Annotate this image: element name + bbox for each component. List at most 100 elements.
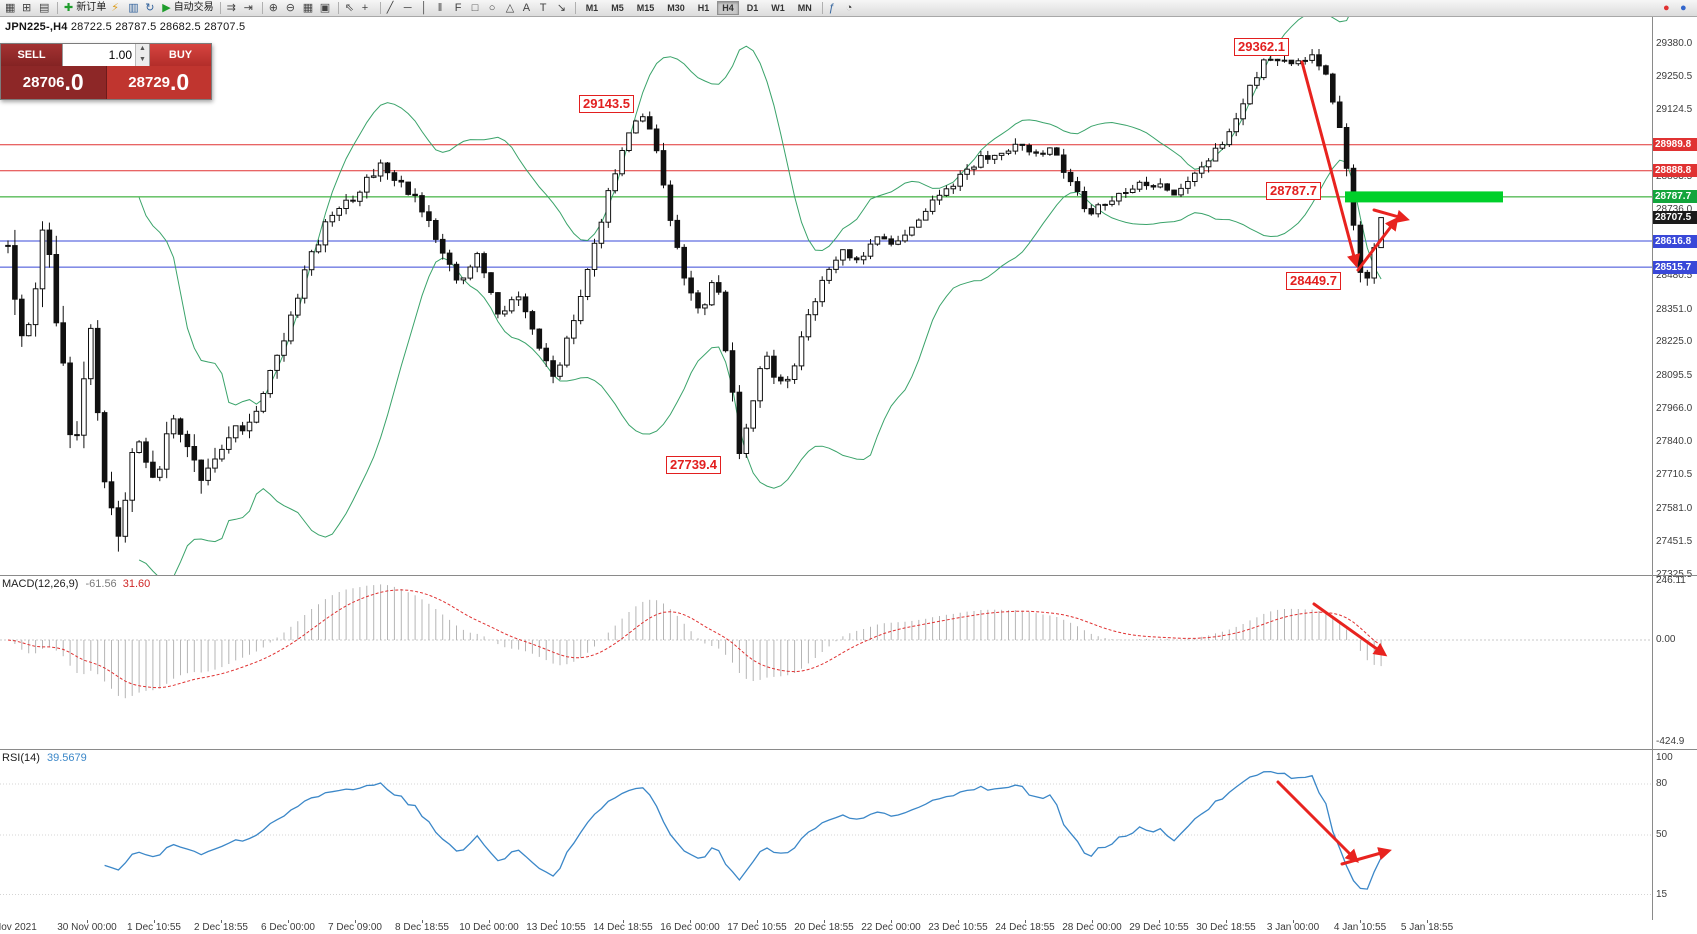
price-flag[interactable]: 27739.4 (666, 456, 721, 474)
price-tag-blue: 28616.8 (1653, 234, 1697, 248)
indicators-button[interactable]: ƒ (827, 1, 843, 16)
text-label-icon: T (539, 2, 547, 14)
tile-windows-button[interactable]: ▦ (301, 1, 317, 16)
time-scale-label: 6 Dec 00:00 (261, 922, 315, 933)
horizontal-line-button[interactable]: ─ (402, 1, 418, 16)
trend-arrow[interactable] (1300, 60, 1361, 268)
blue-circle-icon: ● (1680, 2, 1687, 14)
time-scale[interactable]: Nov 2021 30 Nov 00:00 1 Dec 10:55 2 Dec 18:… (0, 920, 1652, 934)
ellipse-button[interactable]: ○ (487, 1, 503, 16)
trend-arrow[interactable] (1340, 847, 1392, 866)
red-circle-button[interactable]: ● (1661, 1, 1677, 16)
arrows-tool-button[interactable]: ↘ (555, 1, 571, 16)
alerts-button[interactable]: ◔ (844, 1, 860, 16)
timeframe-button-h4[interactable]: H4 (717, 1, 739, 15)
triangle-icon: △ (505, 2, 515, 14)
buy-price[interactable]: 28729.0 (105, 66, 211, 99)
cursor-button[interactable]: ⇖ (343, 1, 359, 16)
new-order-icon: ✚ (64, 2, 74, 14)
time-tick (1427, 920, 1428, 923)
cascade-windows-icon: ▣ (319, 2, 331, 14)
time-tick (489, 920, 490, 923)
trendline-button[interactable]: ╱ (385, 1, 401, 16)
time-tick (623, 920, 624, 923)
zoom-out-button[interactable]: ⊖ (284, 1, 300, 16)
rsi-pane-separator[interactable] (0, 749, 1697, 750)
symbol-ohlc-info: JPN225-,H4 28722.5 28787.5 28682.5 28707… (5, 21, 245, 33)
time-scale-label: 10 Dec 00:00 (459, 922, 519, 933)
channel-icon: ‖ (437, 2, 443, 14)
cascade-windows-button[interactable]: ▣ (318, 1, 334, 16)
time-tick (355, 920, 356, 923)
trend-arrow[interactable] (1372, 208, 1410, 223)
zoom-in-button[interactable]: ⊕ (267, 1, 283, 16)
time-scale-label: 28 Dec 00:00 (1062, 922, 1122, 933)
timeframe-button-h1[interactable]: H1 (697, 3, 710, 13)
price-scale-label: 27840.0 (1656, 435, 1693, 447)
vertical-line-button[interactable]: │ (419, 1, 435, 16)
market-watch-button[interactable]: ▥ (126, 1, 142, 16)
macd-value: -61.56 (85, 578, 117, 590)
price-flag[interactable]: 28449.7 (1286, 272, 1341, 290)
toolbar-separator (261, 2, 263, 14)
price-scale-label: 29380.0 (1656, 37, 1693, 49)
time-tick (1092, 920, 1093, 923)
trend-arrow[interactable] (1276, 780, 1359, 863)
timeframe-button-mn[interactable]: MN (797, 3, 812, 13)
macd-scale-label: 246.11 (1656, 575, 1686, 586)
toolbar-separator (379, 2, 381, 14)
time-scale-label: 2 Dec 18:55 (194, 922, 248, 933)
time-scale-label: 8 Dec 18:55 (395, 922, 449, 933)
new-order-button[interactable]: ✚ 新订单 (62, 1, 108, 16)
volume-increase-button[interactable]: ▲ (136, 44, 149, 55)
sell-price[interactable]: 28706.0 (1, 66, 106, 99)
highlight-zone[interactable] (1345, 191, 1503, 203)
timeframe-button-m30[interactable]: M30 (667, 3, 685, 13)
volume-input[interactable] (63, 44, 135, 66)
price-flag[interactable]: 29362.1 (1234, 38, 1289, 56)
text-label-button[interactable]: T (538, 1, 554, 16)
text-button[interactable]: A (521, 1, 537, 16)
volume-decrease-button[interactable]: ▼ (136, 55, 149, 66)
new-chart-button[interactable]: ⊞ (20, 1, 36, 16)
buy-button[interactable]: BUY (150, 44, 211, 66)
macd-pane-separator[interactable] (0, 575, 1697, 576)
toolbar: ▦ ⊞ ▤ ✚ 新订单 ⚡ ▥ ↻ ▶ 自动交易 ⇉ ⇥ ⊕ ⊖ ▦ ▣ ⇖ + ╱ ─ │ ‖ F □ ○ △ A T ↘ M1 M5 M1… (0, 0, 1697, 17)
auto-scroll-button[interactable]: ⇉ (225, 1, 241, 16)
time-scale-label: 7 Dec 09:00 (328, 922, 382, 933)
time-scale-label: 16 Dec 00:00 (660, 922, 720, 933)
timeframe-button-m5[interactable]: M5 (611, 3, 624, 13)
zoom-out-icon: ⊖ (285, 2, 295, 14)
price-scale[interactable]: 29380.029250.529124.528989.828888.828863… (1652, 17, 1697, 920)
toolbar-separator (57, 2, 58, 14)
blue-circle-button[interactable]: ● (1678, 1, 1694, 16)
time-scale-label: 22 Dec 00:00 (861, 922, 921, 933)
timeframe-button-m15[interactable]: M15 (636, 3, 655, 13)
price-flag[interactable]: 29143.5 (579, 95, 634, 113)
macd-pane-title: MACD(12,26,9) -61.56 31.60 (2, 578, 150, 590)
time-scale-label: 1 Dec 10:55 (127, 922, 181, 933)
price-scale-label: 27581.0 (1656, 502, 1693, 514)
fibonacci-button[interactable]: F (453, 1, 469, 16)
timeframe-button-w1[interactable]: W1 (771, 3, 785, 13)
refresh-button[interactable]: ↻ (143, 1, 159, 16)
trend-arrow[interactable] (1356, 216, 1399, 272)
timeframe-button-m1[interactable]: M1 (585, 3, 599, 13)
channel-button[interactable]: ‖ (436, 1, 452, 16)
macd-label: MACD(12,26,9) (2, 578, 79, 590)
time-tick (824, 920, 825, 923)
time-scale-label: Nov 2021 (0, 922, 37, 933)
auto-trading-button[interactable]: ▶ 自动交易 (160, 1, 215, 16)
triangle-button[interactable]: △ (504, 1, 520, 16)
chart-window-button[interactable]: ▦ (3, 1, 19, 16)
timeframe-button-d1[interactable]: D1 (746, 3, 759, 13)
trend-arrow[interactable] (1312, 602, 1388, 657)
chart-profiles-button[interactable]: ▤ (37, 1, 53, 16)
rectangle-button[interactable]: □ (470, 1, 486, 16)
one-click-button[interactable]: ⚡ (109, 1, 125, 16)
crosshair-button[interactable]: + (360, 1, 376, 16)
sell-button[interactable]: SELL (1, 44, 62, 66)
chart-shift-button[interactable]: ⇥ (242, 1, 258, 16)
price-flag[interactable]: 28787.7 (1266, 182, 1321, 200)
